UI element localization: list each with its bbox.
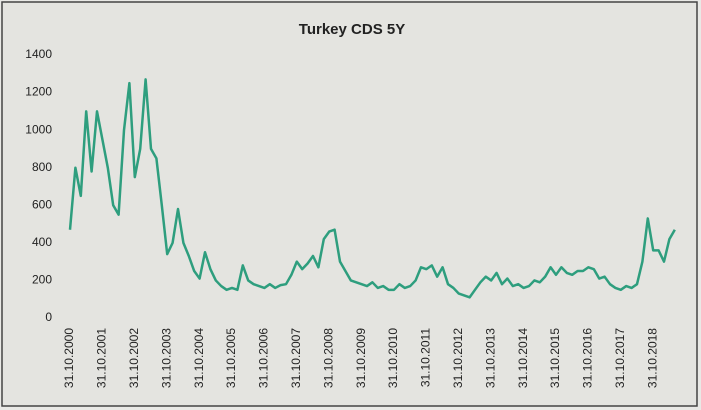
line-series [68, 78, 676, 299]
x-tick-label: 31.10.2000 [62, 328, 76, 388]
y-tick-label: 1400 [25, 47, 52, 61]
x-tick-label: 31.10.2011 [419, 328, 433, 387]
x-tick-label: 31.10.2006 [257, 328, 271, 388]
x-tick-label: 31.10.2012 [451, 328, 465, 388]
x-tick-label: 31.10.2005 [224, 328, 238, 388]
x-tick-label: 31.10.2016 [581, 328, 595, 388]
x-tick-label: 31.10.2010 [386, 328, 400, 388]
y-tick-label: 1200 [25, 85, 52, 99]
x-tick-label: 31.10.2017 [613, 328, 627, 388]
x-tick-label: 31.10.2013 [483, 328, 497, 388]
x-tick-label: 31.10.2003 [159, 328, 173, 388]
y-tick-label: 600 [32, 197, 52, 211]
y-tick-label: 400 [32, 235, 52, 249]
y-tick-label: 800 [32, 160, 52, 174]
x-tick-label: 31.10.2007 [289, 328, 303, 388]
chart-title: Turkey CDS 5Y [299, 21, 405, 38]
x-tick-label: 31.10.2004 [192, 328, 206, 388]
y-tick-label: 1000 [25, 122, 52, 136]
y-tick-label: 0 [45, 310, 52, 324]
x-tick-label: 31.10.2018 [645, 328, 659, 388]
x-tick-label: 31.10.2008 [321, 328, 335, 388]
x-tick-label: 31.10.2009 [354, 328, 368, 388]
x-tick-label: 31.10.2002 [127, 328, 141, 388]
y-tick-label: 200 [32, 273, 52, 287]
x-tick-label: 31.10.2015 [548, 328, 562, 388]
x-tick-label: 31.10.2014 [516, 328, 530, 388]
x-tick-label: 31.10.2001 [95, 328, 109, 388]
